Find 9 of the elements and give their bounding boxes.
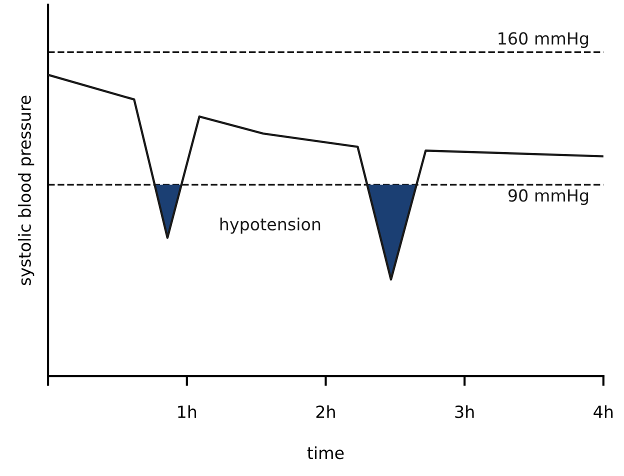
annotation: hypotension: [220, 218, 320, 234]
y-axis-title: systolic blood pressure: [18, 96, 34, 286]
x-tick-label: 2h: [316, 405, 335, 418]
x-axis-title: time: [307, 446, 344, 460]
ref-line-label: 160 mmHg: [498, 32, 588, 48]
ref-line-label: 90 mmHg: [508, 189, 588, 206]
x-tick-label: 1h: [178, 405, 196, 418]
x-tick-label: 3h: [455, 405, 474, 418]
x-tick-label: 4h: [594, 405, 613, 418]
